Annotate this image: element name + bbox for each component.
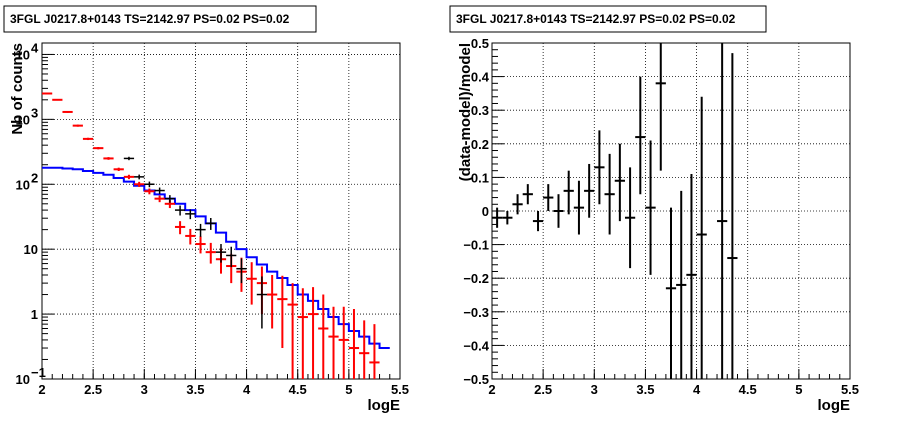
counts-x-tick-label: 2 — [38, 382, 45, 397]
counts-y-tick-exponent: 4 — [31, 40, 39, 55]
counts-panel: 3FGL J0217.8+0143 TS=2142.97 PS=0.02 PS=… — [3, 5, 410, 414]
residual-y-tick-label: 0.4 — [471, 70, 490, 85]
residual-y-tick-label: 0 — [482, 204, 489, 219]
residual-x-tick-label: 5 — [795, 382, 802, 397]
counts-x-tick-label: 5.5 — [391, 382, 409, 397]
residual-x-tick-label: 2.5 — [534, 382, 552, 397]
counts-y-tick-label: 10 — [16, 177, 30, 192]
residual-x-tick-label: 4 — [693, 382, 701, 397]
counts-y-tick-label: 10 — [16, 47, 30, 62]
counts-y-tick-label: 1 — [31, 307, 38, 322]
residual-x-tick-label: 2 — [488, 382, 495, 397]
residual-grid — [492, 43, 850, 379]
residual-x-tick-label: 5.5 — [841, 382, 859, 397]
counts-x-tick-label: 2.5 — [84, 382, 102, 397]
residual-x-tick-label: 3 — [591, 382, 598, 397]
counts-y-axis-label: Nb of counts — [9, 43, 26, 135]
counts-title-box — [3, 5, 317, 33]
counts-y-tick-label: 10 — [16, 372, 30, 387]
counts-y-tick-exponent: 2 — [31, 170, 38, 185]
counts-y-tick-exponent: −1 — [31, 365, 46, 380]
counts-plot-frame — [41, 42, 401, 380]
counts-x-tick-label: 4.5 — [289, 382, 307, 397]
counts-title: 3FGL J0217.8+0143 TS=2142.97 PS=0.02 PS=… — [10, 12, 290, 26]
residual-y-tick-label: 0.3 — [471, 103, 489, 118]
residual-y-tick-label: 0.5 — [471, 36, 489, 51]
counts-x-tick-label: 4 — [243, 382, 251, 397]
residual-title: 3FGL J0217.8+0143 TS=2142.97 PS=0.02 PS=… — [456, 12, 736, 26]
residual-y-tick-label: −0.3 — [463, 305, 489, 320]
residual-x-axis-label: logE — [818, 397, 851, 414]
residual-y-tick-label: −0.2 — [463, 271, 489, 286]
residual-y-tick-label: −0.1 — [463, 238, 489, 253]
counts-x-axis-label: logE — [368, 397, 401, 414]
residual-y-tick-label: 0.1 — [471, 170, 489, 185]
residual-axis-ticks: 2 2.5 3 3.5 4 4.5 5 5.5 −0.5 −0.4 −0.3 −0.2 −0.1 0 0.1… — [463, 36, 859, 397]
counts-y-tick-label: 10 — [16, 112, 30, 127]
counts-x-tick-label: 5 — [345, 382, 352, 397]
residual-y-axis-label: (data-model)/model — [457, 43, 474, 181]
residual-x-tick-label: 3.5 — [636, 382, 654, 397]
counts-y-tick-label: 10 — [24, 242, 38, 257]
residual-title-box — [449, 5, 767, 33]
counts-model-histogram — [42, 166, 390, 350]
residual-marks — [492, 43, 738, 379]
counts-x-tick-label: 3 — [141, 382, 148, 397]
residual-x-tick-label: 4.5 — [739, 382, 757, 397]
residual-y-tick-label: −0.4 — [463, 338, 489, 353]
counts-marks — [42, 92, 390, 379]
residual-panel: 3FGL J0217.8+0143 TS=2142.97 PS=0.02 PS=… — [449, 5, 859, 414]
residual-y-tick-label: −0.5 — [463, 372, 489, 387]
residual-y-tick-label: 0.2 — [471, 137, 489, 152]
counts-x-tick-label: 3.5 — [186, 382, 204, 397]
counts-y-tick-exponent: 3 — [31, 105, 38, 120]
